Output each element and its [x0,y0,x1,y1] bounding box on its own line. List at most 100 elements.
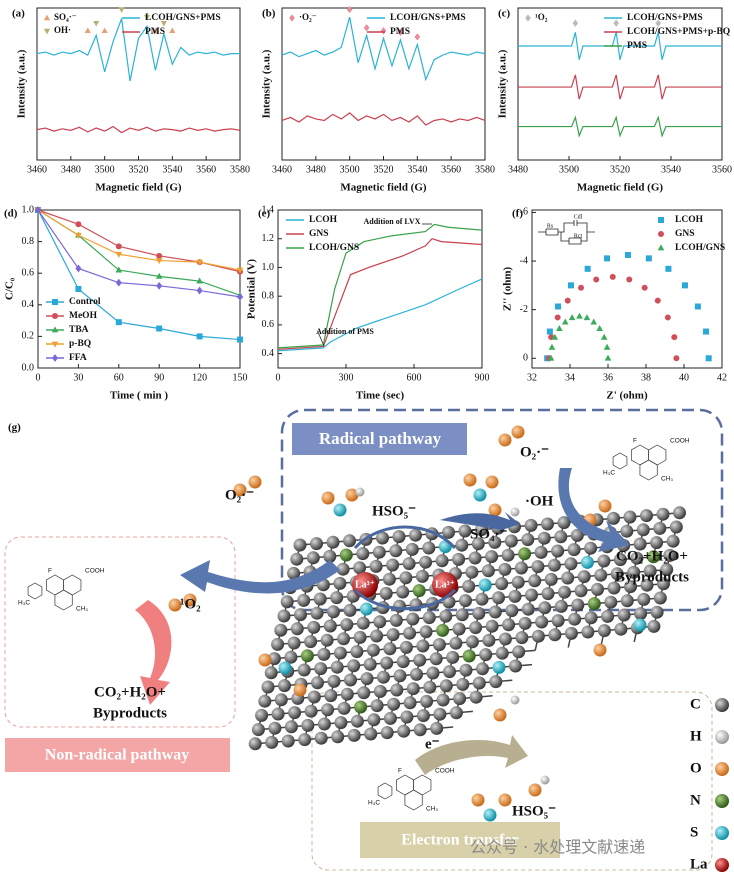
marker [155,258,163,265]
x-tick-label: 3500 [95,164,115,175]
panel-label: (g) [8,422,21,434]
atom [604,595,618,609]
atom [538,601,552,615]
atom [340,618,354,632]
species: O₂·⁻ [520,444,549,460]
legend-label: LCOH/GNS+PMS [145,13,221,23]
x-tick-label: 600 [407,372,422,383]
x-axis-label: Z' (ohm) [606,390,648,402]
atom [379,586,393,600]
legend-label: LCOH [309,215,338,225]
marker [654,297,661,304]
atom [488,535,502,549]
atom [402,557,416,571]
y-tick-label: 0.0 [22,362,35,373]
x-tick-label: 3580 [475,164,495,175]
y-tick-label: 0.6 [22,267,35,278]
atom [419,625,433,639]
marker [655,19,662,27]
atom [524,518,538,532]
atom-label: H₃C [18,600,30,607]
series-line [36,125,241,134]
atom [669,520,683,534]
atom [366,643,380,657]
atom [300,649,314,663]
atom [449,636,463,650]
y-axis-label: Intensity (a.u.) [16,49,28,118]
atom [650,605,664,619]
atom [439,679,453,693]
atom [561,571,575,585]
atom [327,605,340,619]
atom [620,524,634,538]
atom [607,511,620,525]
atom [511,425,525,439]
molecule: F COOH H₃C CH₃ [368,768,455,813]
marker [548,343,556,350]
element-label: S [690,824,698,840]
atom [350,714,364,728]
atom [281,734,295,748]
marker [665,265,672,272]
atom [168,598,182,612]
ring [27,582,43,600]
atom [483,808,497,822]
atom [673,506,686,520]
marker [596,325,603,332]
marker [115,319,122,326]
charts: (a)3460 3480 3500 3520 3540 3560 3580Magnetic … [4,5,732,402]
atom-label: F [633,438,637,445]
atom [284,720,298,734]
atom [468,551,482,565]
panel-label: (a) [12,8,25,20]
schematic: (g) Radical pathway Non-radical pathway … [4,408,724,871]
arrow-pink [135,600,172,705]
atom [570,528,584,542]
atom [314,731,328,745]
x-tick-label: 3500 [559,164,579,175]
marker [584,265,591,272]
atom [511,575,525,589]
atom [646,550,660,564]
atom [400,710,414,724]
legend-label: PMS [627,41,647,51]
atom [298,733,312,747]
marker [556,325,563,332]
marker [671,334,678,341]
non-radical-label: Non-radical pathway [45,747,189,764]
atom [274,623,288,637]
marker [414,33,421,41]
series-line [37,209,241,271]
atom [462,649,476,663]
atom [405,542,419,556]
peak-legend-label: ·O₂⁻ [299,12,317,22]
marker [75,232,82,239]
ring [45,574,65,596]
atom [403,696,417,710]
x-tick-label: 90 [154,372,164,383]
marker [593,276,600,283]
atom [413,723,427,737]
atom [548,628,562,642]
atom [537,531,551,545]
marker [554,314,561,321]
atom [310,606,324,620]
element-ball [715,730,729,744]
atom [581,625,595,639]
marker [600,333,608,340]
atom [601,609,615,623]
atom [343,534,356,548]
atom [330,660,344,674]
atom [568,612,582,626]
arrow-cycle [353,588,457,611]
atom [465,635,479,649]
atom [380,726,394,740]
atom [369,559,383,573]
marker [363,24,370,32]
atom [446,650,460,664]
atom [495,577,509,591]
atom [344,673,357,687]
atom [380,656,394,670]
marker [115,266,123,273]
